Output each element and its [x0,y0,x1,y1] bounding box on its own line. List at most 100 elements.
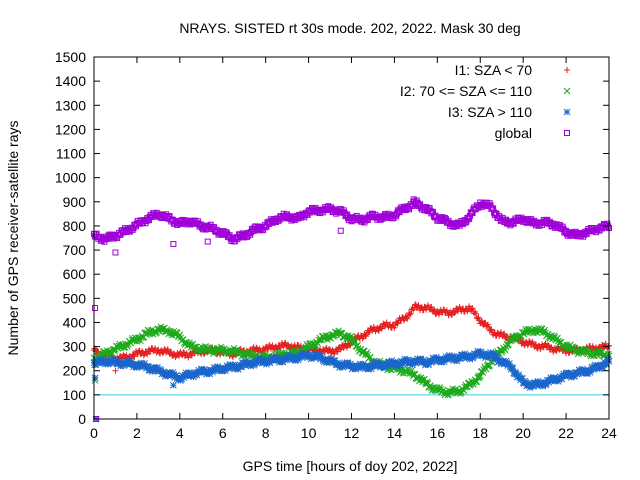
y-tick-label: 200 [63,363,87,379]
series-point [469,305,476,312]
series-point [545,342,552,349]
x-tick-label: 24 [601,425,617,441]
series-point [475,314,482,321]
series-point [326,345,333,352]
y-tick-label: 800 [63,218,87,234]
x-tick-label: 10 [301,425,317,441]
x-tick-label: 14 [387,425,403,441]
series-point [451,309,458,316]
series-point [350,336,358,344]
series-point [476,374,483,382]
series-point [520,338,527,345]
y-tick-label: 1200 [55,121,86,137]
x-tick-label: 8 [262,425,270,441]
series-point [400,317,407,324]
series-point [394,320,401,327]
series-point [582,345,590,353]
series-point [533,341,540,348]
series-point [387,321,394,328]
legend-marker [564,130,570,136]
series-point [144,351,151,358]
y-tick-label: 100 [63,387,87,403]
y-tick-label: 1000 [55,170,86,186]
series-point [284,341,291,348]
series-point [605,223,612,230]
series-point [472,310,479,317]
series-point [366,329,373,336]
x-tick-label: 22 [558,425,574,441]
series-point [155,346,162,353]
series-point [337,346,344,353]
x-tick-label: 18 [472,425,488,441]
series-i3 [90,347,613,423]
series-point [521,342,528,349]
data-marks [90,196,613,423]
series-point [466,216,473,223]
y-axis-label: Number of GPS receiver-satellite rays [5,121,21,356]
series-global [91,196,612,422]
outlier-point [92,304,99,311]
legend-label: I2: 70 <= SZA <= 110 [400,83,532,99]
y-tick-label: 900 [63,194,87,210]
y-tick-label: 700 [63,242,87,258]
legend-marker [563,87,571,95]
y-tick-label: 1400 [55,73,86,89]
series-point [473,378,481,385]
series-point [488,326,495,333]
x-axis-label: GPS time [hours of doy 202, 2022] [243,458,458,474]
series-point [545,343,552,350]
series-point [157,350,164,357]
series-point [164,346,171,353]
series-point [465,214,472,221]
series-point [436,384,444,391]
legend-label: global [495,125,532,141]
legend-marker [563,108,571,116]
series-point [123,341,130,349]
series-point [404,315,411,322]
y-tick-label: 500 [63,290,87,306]
series-point [136,347,143,354]
y-tick-label: 300 [63,339,87,355]
series-point [428,303,435,310]
series-point [409,370,416,378]
y-tick-label: 400 [63,314,87,330]
legend-label: I3: SZA > 110 [448,104,532,120]
outlier-point [91,374,99,382]
series-point [249,350,257,357]
outlier-point [112,249,119,256]
axes: 0 100 200 300 400 500 600 700 800 900 1000 1100 1200… [55,49,617,441]
chart-title: NRAYS. SISTED rt 30s mode. 202, 2022. Ma… [179,20,520,36]
y-tick-label: 1300 [55,97,86,113]
series-point [529,338,536,345]
x-tick-label: 12 [344,425,360,441]
series-point [507,337,515,345]
x-tick-label: 2 [133,425,141,441]
legend-marker [564,67,570,73]
outlier-point [410,196,417,203]
series-point [378,325,385,332]
legend: I1: SZA < 70 I2: 70 <= SZA <= 110 I3: SZA … [400,62,571,141]
x-tick-label: 4 [176,425,184,441]
x-tick-label: 16 [430,425,446,441]
outlier-point [170,241,177,248]
y-tick-label: 600 [63,266,87,282]
series-point [327,349,334,356]
series-point [253,344,260,351]
x-tick-label: 6 [219,425,227,441]
series-point [137,334,145,342]
outlier-point [337,227,344,234]
series-point [180,349,187,356]
series-point [430,306,437,313]
outlier-point [204,238,211,245]
outlier-point [112,367,119,374]
series-point [407,310,414,317]
y-tick-label: 1500 [55,49,86,65]
series-point [363,333,370,340]
x-tick-label: 20 [515,425,531,441]
legend-label: I1: SZA < 70 [455,62,533,78]
y-tick-label: 1100 [56,146,86,162]
series-point [604,350,612,358]
series-point [470,378,478,386]
x-tick-label: 0 [90,425,98,441]
